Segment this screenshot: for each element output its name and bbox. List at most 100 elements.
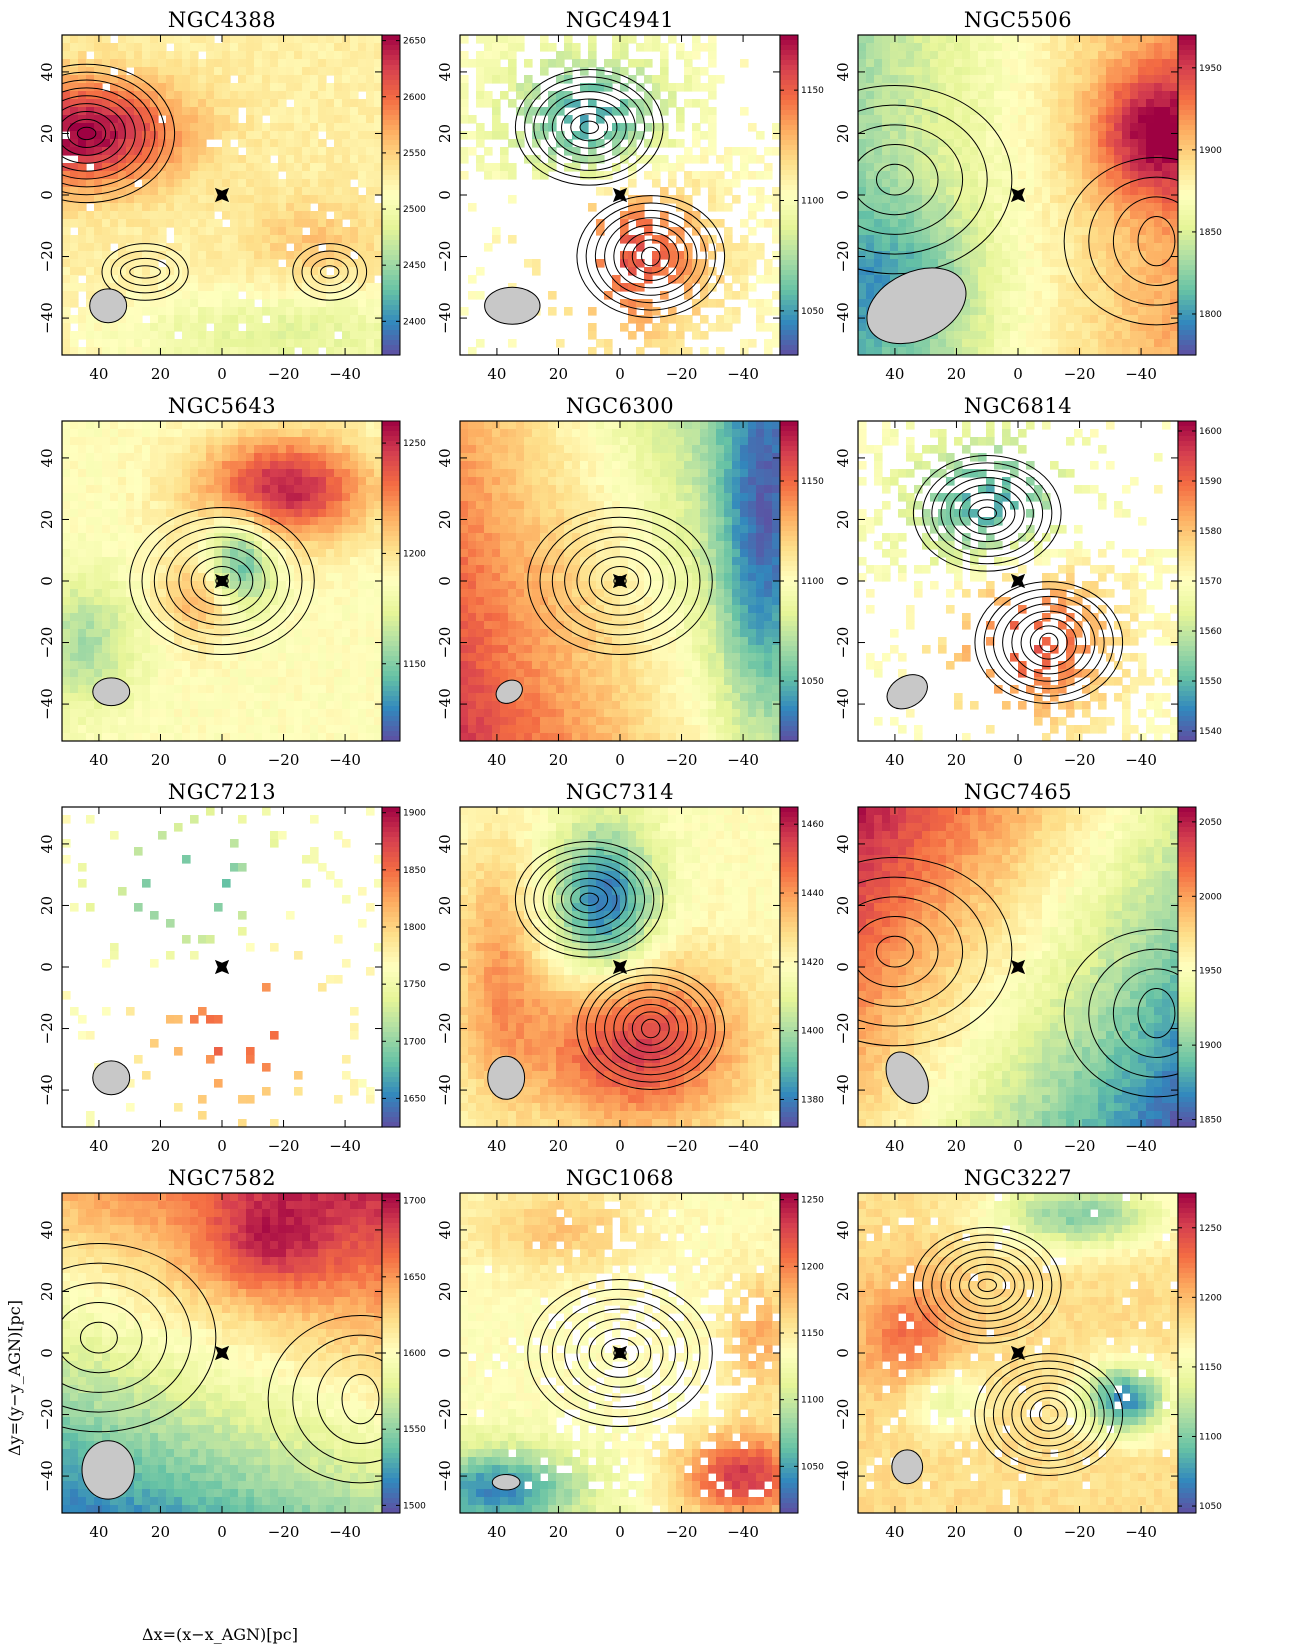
heatmap: [858, 807, 1178, 1127]
x-tick-label: 20: [947, 365, 966, 383]
beam-ellipse: [866, 267, 967, 345]
colorbar-tick-label: 1460: [801, 820, 824, 830]
agn-marker-icon: [1010, 187, 1026, 203]
x-tick-label: −40: [329, 1523, 361, 1541]
colorbar: 1700 1650 1600 1550 1500: [381, 1192, 426, 1514]
colorbar-tick-label: 1800: [1199, 310, 1222, 320]
x-tick-label: −40: [1125, 365, 1157, 383]
y-tick-label: −40: [834, 1460, 852, 1492]
colorbar-tick-label: 1950: [1199, 967, 1222, 977]
y-tick-label: −40: [38, 1074, 56, 1106]
y-tick-label: 20: [38, 1282, 56, 1301]
colorbar-tick-label: 1550: [403, 1425, 426, 1435]
colorbar-tick-label: 1150: [801, 86, 824, 96]
beam-ellipse: [487, 1055, 526, 1100]
x-tick-label: 20: [947, 1523, 966, 1541]
x-tick-label: −40: [727, 1137, 759, 1155]
x-tick-label: 40: [487, 751, 506, 769]
x-tick-label: −40: [1125, 1137, 1157, 1155]
x-tick-label: 40: [885, 1523, 904, 1541]
x-tick-label: 0: [615, 751, 625, 769]
panels: 4040202000−20−20−40−40NGC438826502600255…: [38, 8, 1222, 1541]
x-tick-label: 0: [1013, 1137, 1023, 1155]
y-tick-label: 20: [436, 896, 454, 915]
y-tick-label: 20: [834, 896, 852, 915]
x-tick-label: 20: [549, 365, 568, 383]
colorbar-tick-label: 2000: [1199, 892, 1222, 902]
contours: [62, 1242, 382, 1484]
colorbar-tick-label: 1570: [1199, 577, 1222, 587]
colorbar: 1250 1200 1150 1100 1050: [1177, 1192, 1222, 1514]
heatmap: [460, 807, 780, 1127]
y-tick-label: −40: [436, 1460, 454, 1492]
y-tick-label: 20: [436, 510, 454, 529]
colorbar-tick-label: 1950: [1199, 64, 1222, 74]
colorbar-tick-label: 1100: [801, 577, 824, 587]
x-tick-label: 40: [89, 1137, 108, 1155]
y-tick-label: 0: [834, 1348, 852, 1358]
y-tick-label: 40: [436, 448, 454, 467]
beam-ellipse: [891, 1449, 924, 1485]
x-tick-label: 0: [217, 1523, 227, 1541]
y-tick-label: 0: [834, 190, 852, 200]
panel-ngc3227: 40 40 20 20 0 0 −20 −20 −40 −40 NGC3227 1250 1200 115…: [834, 1166, 1222, 1541]
agn-marker-icon: [612, 959, 628, 975]
agn-marker-icon: [1010, 1345, 1026, 1361]
colorbar-tick-label: 1200: [403, 549, 426, 559]
x-tick-label: 40: [487, 1137, 506, 1155]
y-tick-label: −20: [38, 241, 56, 273]
colorbar: 1600 1590 1580 1570 1560 1550 1540: [1177, 420, 1222, 742]
colorbar: 1250 1200 1150: [381, 420, 426, 742]
colorbar-tick-label: 2550: [403, 149, 426, 159]
y-tick-label: 40: [834, 448, 852, 467]
y-tick-label: 40: [38, 834, 56, 853]
colorbar-tick-label: 1580: [1199, 527, 1222, 537]
beam-ellipse: [92, 1060, 131, 1096]
x-tick-label: 20: [549, 751, 568, 769]
y-tick-label: −40: [38, 1460, 56, 1492]
panel-title: NGC1068: [566, 1166, 674, 1190]
colorbar-tick-label: 1900: [1199, 146, 1222, 156]
colorbar-tick-label: 1650: [403, 1094, 426, 1104]
x-tick-label: −20: [268, 1137, 300, 1155]
colorbar-tick-label: 1050: [801, 1462, 824, 1472]
y-tick-label: 0: [436, 190, 454, 200]
y-tick-label: −20: [834, 241, 852, 273]
colorbar-tick-label: 1250: [403, 439, 426, 449]
y-tick-label: 20: [38, 510, 56, 529]
y-axis-label: Δy=(y−y_AGN)[pc]: [5, 1300, 24, 1456]
colorbar: 1150 1100 1050: [779, 34, 824, 356]
colorbar-tick-label: 2400: [403, 317, 426, 327]
x-tick-label: 20: [947, 751, 966, 769]
colorbar-tick-label: 1850: [1199, 1116, 1222, 1126]
x-tick-label: 40: [89, 751, 108, 769]
x-tick-label: −20: [666, 365, 698, 383]
colorbar-tick-label: 1900: [1199, 1041, 1222, 1051]
agn-marker-icon: [214, 959, 230, 975]
x-tick-label: 40: [89, 365, 108, 383]
contours: [514, 68, 726, 318]
agn-marker-icon: [214, 1345, 230, 1361]
colorbar-tick-label: 1420: [801, 958, 824, 968]
y-tick-label: −20: [834, 1013, 852, 1045]
y-tick-label: 0: [834, 576, 852, 586]
x-tick-label: 40: [487, 365, 506, 383]
y-tick-label: −20: [436, 627, 454, 659]
y-tick-label: 20: [38, 896, 56, 915]
heatmap: [460, 1193, 780, 1513]
agn-marker-icon: [612, 1345, 628, 1361]
y-tick-label: −20: [834, 1399, 852, 1431]
y-tick-label: −40: [834, 688, 852, 720]
contours: [912, 1226, 1124, 1476]
colorbar-tick-label: 1700: [403, 1197, 426, 1207]
heatmap: [62, 35, 382, 355]
y-tick-label: −20: [38, 627, 56, 659]
y-tick-label: 40: [38, 62, 56, 81]
x-tick-label: −40: [1125, 751, 1157, 769]
x-tick-label: −40: [1125, 1523, 1157, 1541]
x-tick-label: 0: [1013, 365, 1023, 383]
beam-ellipse: [89, 288, 128, 324]
y-tick-label: 40: [436, 834, 454, 853]
colorbar-tick-label: 1100: [801, 1396, 824, 1406]
colorbar: 1150 1100 1050: [779, 420, 824, 742]
